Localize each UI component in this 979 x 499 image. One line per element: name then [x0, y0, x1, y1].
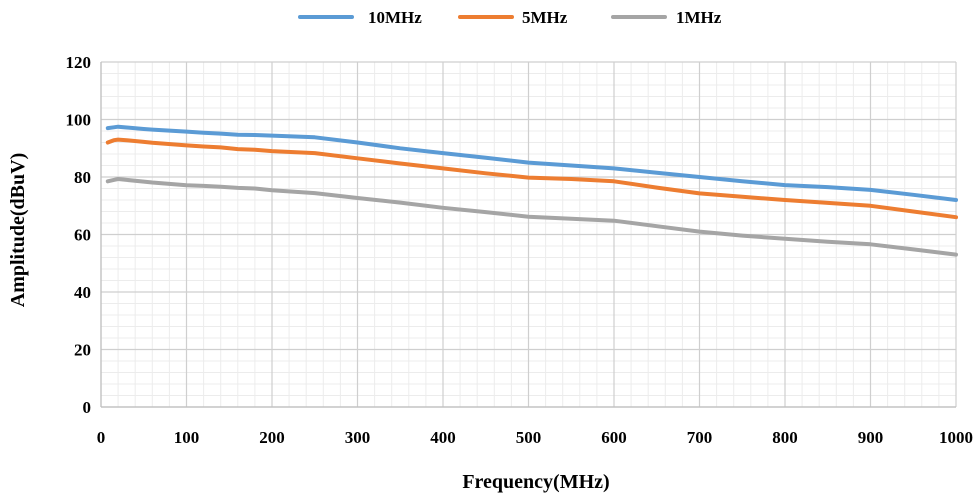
- legend-label-5mhz: 5MHz: [522, 8, 568, 27]
- axes: [100, 62, 956, 408]
- x-tick-label: 100: [174, 428, 200, 447]
- y-axis-label: Amplitude(dBuV): [7, 153, 29, 307]
- x-tick-label: 300: [345, 428, 371, 447]
- x-tick-label: 400: [430, 428, 456, 447]
- y-tick-label: 80: [74, 168, 91, 187]
- y-tick-label: 40: [74, 283, 91, 302]
- series-line-5mhz: [105, 137, 958, 220]
- x-axis-label: Frequency(MHz): [462, 471, 609, 493]
- y-tick-label: 100: [66, 111, 92, 130]
- legend-label-10mhz: 10MHz: [368, 8, 422, 27]
- y-tick-label: 0: [83, 398, 92, 417]
- series-line-1mhz: [105, 177, 958, 257]
- y-tick-label: 20: [74, 341, 91, 360]
- x-tick-label: 900: [858, 428, 884, 447]
- x-tick-label: 0: [97, 428, 106, 447]
- x-tick-label: 500: [516, 428, 542, 447]
- x-tick-label: 1000: [939, 428, 973, 447]
- tick-labels: 0 100 200 300 400 500 600 700 800 900 1000 0 20 40 60 8…: [66, 53, 974, 447]
- major-grid: [100, 61, 957, 408]
- y-tick-label: 120: [66, 53, 92, 72]
- legend: 10MHz 5MHz 1MHz: [298, 8, 722, 27]
- y-tick-label: 60: [74, 226, 91, 245]
- x-tick-label: 200: [259, 428, 285, 447]
- series-layer: [105, 124, 958, 257]
- x-tick-label: 600: [601, 428, 627, 447]
- x-tick-label: 800: [772, 428, 798, 447]
- legend-label-1mhz: 1MHz: [676, 8, 722, 27]
- series-line-10mhz: [105, 124, 958, 202]
- x-tick-label: 700: [687, 428, 713, 447]
